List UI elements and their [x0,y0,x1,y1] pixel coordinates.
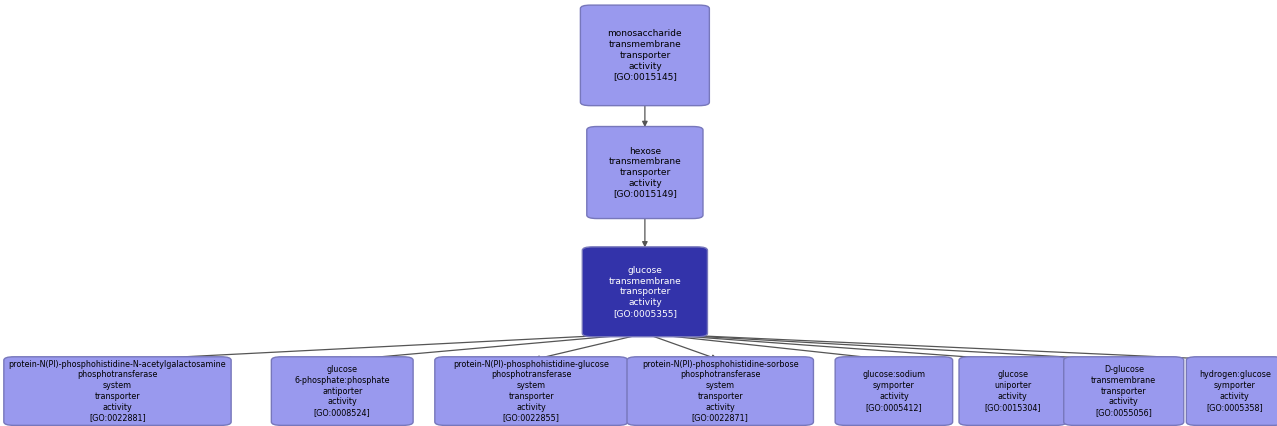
FancyBboxPatch shape [272,357,414,425]
FancyBboxPatch shape [434,357,628,425]
Text: glucose
uniporter
activity
[GO:0015304]: glucose uniporter activity [GO:0015304] [985,371,1041,412]
Text: glucose
transmembrane
transporter
activity
[GO:0005355]: glucose transmembrane transporter activi… [609,266,681,318]
Text: glucose
6-phosphate:phosphate
antiporter
activity
[GO:0008524]: glucose 6-phosphate:phosphate antiporter… [295,365,389,417]
FancyBboxPatch shape [1064,357,1184,425]
Text: protein-N(PI)-phosphohistidine-sorbose
phosphotransferase
system
transporter
act: protein-N(PI)-phosphohistidine-sorbose p… [642,360,798,423]
Text: protein-N(PI)-phosphohistidine-glucose
phosphotransferase
system
transporter
act: protein-N(PI)-phosphohistidine-glucose p… [453,360,609,423]
FancyBboxPatch shape [587,127,702,219]
Text: D-glucose
transmembrane
transporter
activity
[GO:0055056]: D-glucose transmembrane transporter acti… [1092,365,1156,417]
FancyBboxPatch shape [581,5,710,106]
Text: protein-N(PI)-phosphohistidine-N-acetylgalactosamine
phosphotransferase
system
t: protein-N(PI)-phosphohistidine-N-acetylg… [9,360,226,423]
FancyBboxPatch shape [627,357,813,425]
FancyBboxPatch shape [959,357,1066,425]
Text: glucose:sodium
symporter
activity
[GO:0005412]: glucose:sodium symporter activity [GO:00… [862,371,926,412]
Text: monosaccharide
transmembrane
transporter
activity
[GO:0015145]: monosaccharide transmembrane transporter… [608,29,682,81]
Text: hydrogen:glucose
symporter
activity
[GO:0005358]: hydrogen:glucose symporter activity [GO:… [1199,371,1271,412]
FancyBboxPatch shape [1186,357,1277,425]
Text: hexose
transmembrane
transporter
activity
[GO:0015149]: hexose transmembrane transporter activit… [609,147,681,199]
FancyBboxPatch shape [835,357,953,425]
FancyBboxPatch shape [582,247,707,337]
FancyBboxPatch shape [4,357,231,425]
